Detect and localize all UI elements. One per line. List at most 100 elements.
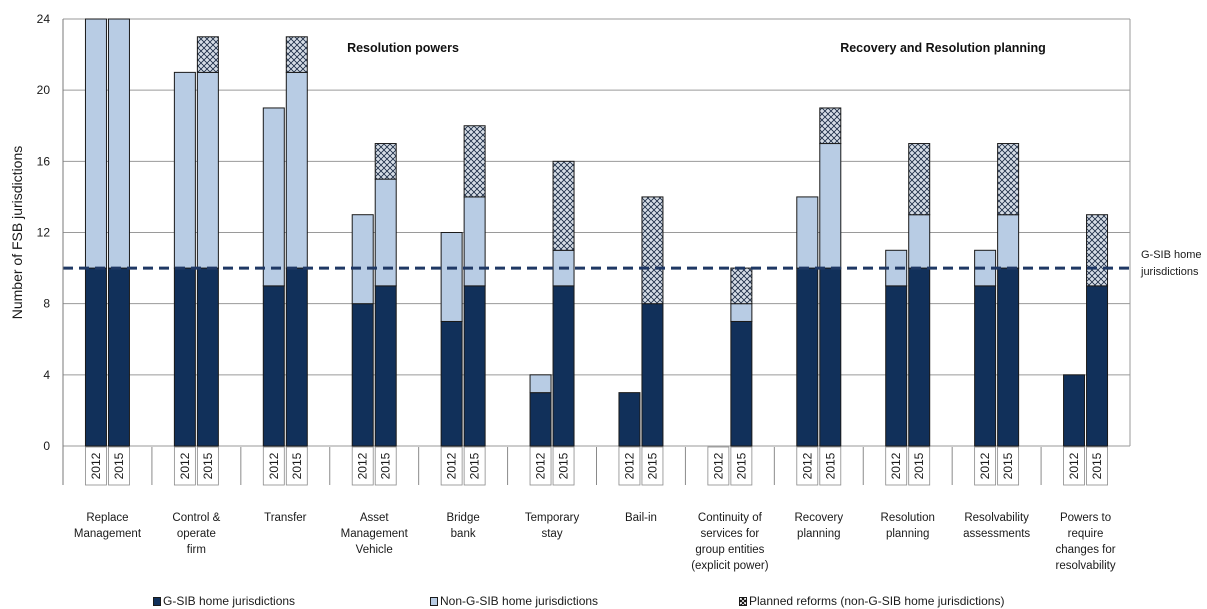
y-tick-label: 4: [43, 368, 50, 382]
bar-segment: [796, 196, 819, 269]
legend-label-non-gsib: Non-G-SIB home jurisdictions: [440, 594, 599, 608]
year-tick-label: 2012: [445, 452, 459, 479]
legend-item-planned: Planned reforms (non-G-SIB home jurisdic…: [739, 594, 1004, 608]
year-tick-label: 2012: [800, 452, 814, 479]
legend-item-gsib: G-SIB home jurisdictions: [153, 594, 295, 608]
category-label: resolvability: [1056, 560, 1116, 572]
year-label-box: [618, 446, 641, 486]
section-label: Recovery and Resolution planning: [840, 41, 1046, 55]
year-tick-label: 2012: [267, 452, 281, 479]
legend-label-planned: Planned reforms (non-G-SIB home jurisdic…: [749, 594, 1005, 608]
bar-segment: [463, 196, 486, 287]
year-tick-label: 2012: [978, 452, 992, 479]
year-tick-label: 2012: [534, 452, 548, 479]
category-label: Transfer: [264, 512, 307, 524]
bar-segment: [730, 267, 753, 305]
year-tick-label: 2015: [1001, 452, 1015, 479]
bar-segment: [1063, 374, 1086, 447]
year-tick-label: 2012: [889, 452, 903, 479]
category-label: (explicit power): [691, 560, 768, 572]
bar-segment: [262, 285, 285, 447]
bar-segment: [641, 303, 664, 447]
legend-item-non-gsib: Non-G-SIB home jurisdictions: [430, 594, 598, 608]
year-tick-label: 2015: [557, 452, 571, 479]
y-tick-label: 0: [43, 439, 50, 453]
category-label: group entities: [695, 544, 764, 556]
category-label: Replace: [86, 512, 128, 524]
year-label-box: [529, 446, 552, 486]
bar-segment: [974, 285, 997, 447]
y-tick-label: 20: [37, 83, 51, 97]
bar-segment: [262, 107, 285, 287]
bar-segment: [730, 320, 753, 447]
year-tick-label: 2015: [201, 452, 215, 479]
bar-segment: [84, 267, 107, 447]
bar-segment: [84, 18, 107, 269]
bar-segment: [552, 285, 575, 447]
year-label-box: [997, 446, 1020, 486]
category-label: Temporary: [525, 512, 580, 524]
year-label-box: [1063, 446, 1085, 486]
category-label: Control &: [172, 512, 220, 524]
year-label-box: [1086, 446, 1108, 486]
bar-segment: [285, 267, 308, 447]
bar-segment: [351, 303, 374, 447]
bar-segment: [285, 71, 308, 269]
category-label: firm: [187, 544, 206, 556]
year-label-box: [440, 446, 463, 486]
category-label: Bridge: [447, 512, 480, 524]
y-tick-label: 8: [43, 297, 50, 311]
year-tick-label: 2012: [356, 452, 370, 479]
year-tick-label: 2015: [1090, 452, 1104, 479]
y-tick-label: 24: [37, 12, 51, 26]
bar-segment: [173, 267, 196, 447]
category-label: planning: [886, 528, 929, 540]
year-label-box: [707, 446, 730, 486]
year-label-box: [552, 446, 575, 486]
category-label: Asset: [360, 512, 390, 524]
reference-line-label: G-SIB home: [1141, 249, 1202, 261]
bar-segment: [463, 125, 486, 198]
category-label: stay: [541, 528, 562, 540]
year-label-box: [641, 446, 664, 486]
y-tick-label: 12: [37, 226, 51, 240]
category-label: bank: [451, 528, 476, 540]
year-tick-label: 2012: [178, 452, 192, 479]
axes: [62, 19, 1131, 486]
category-label: Resolvability: [964, 512, 1029, 524]
bar-segment: [107, 18, 130, 269]
year-label-box: [108, 446, 130, 486]
labels: 0 4 8 12 16 20 24 Number of FSB jurisdictions Re…: [9, 12, 1202, 572]
bar-segment: [529, 374, 552, 394]
bar-segment: [796, 267, 819, 447]
reference-line-label: jurisdictions: [1140, 266, 1199, 278]
bar-segment: [819, 143, 842, 269]
legend-label-gsib: G-SIB home jurisdictions: [163, 594, 296, 608]
bar-segment: [730, 303, 753, 322]
section-label: Resolution powers: [347, 41, 459, 55]
year-tick-label: 2015: [468, 452, 482, 479]
year-tick-label: 2015: [112, 452, 126, 479]
category-label: Management: [74, 528, 142, 540]
year-tick-label: 2012: [1067, 452, 1081, 479]
category-label: Continuity of: [698, 512, 763, 524]
year-label-box: [196, 446, 219, 486]
year-label-box: [974, 446, 997, 486]
chart-canvas: 0 4 8 12 16 20 24 Number of FSB jurisdictions Re…: [9, 12, 1202, 572]
bar-segment: [552, 160, 575, 251]
bar-segment: [885, 285, 908, 447]
bar-segment: [1086, 285, 1109, 447]
y-axis-title: Number of FSB jurisdictions: [9, 146, 25, 320]
year-tick-label: 2015: [645, 452, 659, 479]
year-tick-label: 2015: [823, 452, 837, 479]
bar-segment: [173, 71, 196, 269]
category-label: planning: [797, 528, 840, 540]
y-tick-label: 16: [37, 154, 51, 168]
bar-segment: [440, 232, 463, 322]
bar-segment: [618, 392, 641, 447]
bar-segment: [997, 267, 1020, 447]
year-label-box: [908, 446, 931, 486]
bar-segment: [908, 267, 931, 447]
year-label-box: [463, 446, 486, 486]
category-label: Bail-in: [625, 512, 657, 524]
